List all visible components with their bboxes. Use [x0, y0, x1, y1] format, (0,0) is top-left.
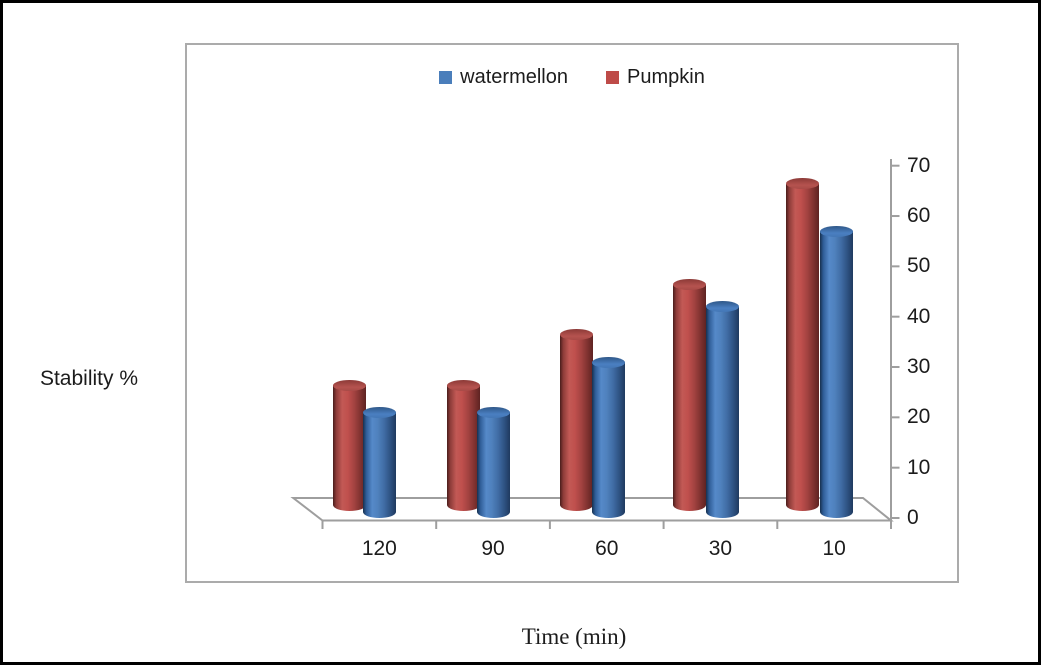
x-tick-label-60: 60 [595, 537, 619, 560]
y-tick-label-70: 70 [907, 153, 931, 177]
y-tick-label-20: 20 [907, 405, 931, 429]
cylinder-bar-watermellon-90 [477, 412, 511, 519]
cylinder-cap-watermellon-10 [819, 225, 853, 237]
cylinder-cap-pumpkin-30 [673, 279, 706, 291]
cylinder-bar-watermellon-120 [363, 412, 397, 519]
x-tick-label-120: 120 [361, 537, 397, 560]
y-tick-label-60: 60 [907, 204, 931, 228]
cylinder-cap-pumpkin-10 [786, 178, 820, 190]
cylinder-bar-pumpkin-90 [446, 385, 480, 512]
cylinder-cap-watermellon-30 [705, 301, 739, 313]
y-tick-label-40: 40 [907, 304, 931, 328]
legend-label-watermellon: watermellon [460, 66, 568, 88]
cylinder-bar-pumpkin-120 [333, 385, 367, 512]
cylinder-cap-watermellon-60 [591, 356, 625, 368]
cylinder-cap-pumpkin-120 [333, 379, 367, 391]
cylinder-bar-pumpkin-60 [559, 334, 593, 512]
cylinder-cap-pumpkin-90 [446, 379, 480, 391]
x-axis-title: Time (min) [521, 624, 627, 649]
x-tick-label-10: 10 [822, 537, 846, 560]
legend-item-pumpkin: Pumpkin [606, 66, 705, 89]
cylinder-cap-watermellon-120 [363, 406, 397, 418]
legend: watermellon Pumpkin [185, 66, 959, 89]
legend-item-watermellon: watermellon [439, 66, 568, 89]
y-tick-label-50: 50 [907, 254, 931, 278]
y-tick-label-10: 10 [907, 455, 931, 479]
axes-and-floor [290, 159, 900, 529]
cylinder-cap-pumpkin-60 [559, 329, 593, 341]
y-tick-label-30: 30 [907, 355, 931, 378]
cylinder-bar-watermellon-60 [591, 362, 625, 519]
cylinder-bar-watermellon-30 [705, 306, 739, 519]
legend-swatch-watermellon [439, 71, 453, 84]
cylinder-bar-pumpkin-10 [786, 183, 820, 512]
legend-label-pumpkin: Pumpkin [627, 66, 705, 88]
plot-area-border [185, 43, 959, 583]
x-tick-label-90: 90 [481, 537, 505, 560]
cylinder-bar-watermellon-10 [819, 231, 853, 519]
legend-swatch-pumpkin [606, 71, 619, 84]
x-tick-label-30: 30 [708, 537, 733, 560]
cylinder-cap-watermellon-90 [477, 406, 511, 418]
y-tick-label-0: 0 [907, 506, 919, 529]
y-axis-title: Stability % [39, 367, 139, 390]
cylinder-bar-pumpkin-30 [673, 284, 706, 512]
